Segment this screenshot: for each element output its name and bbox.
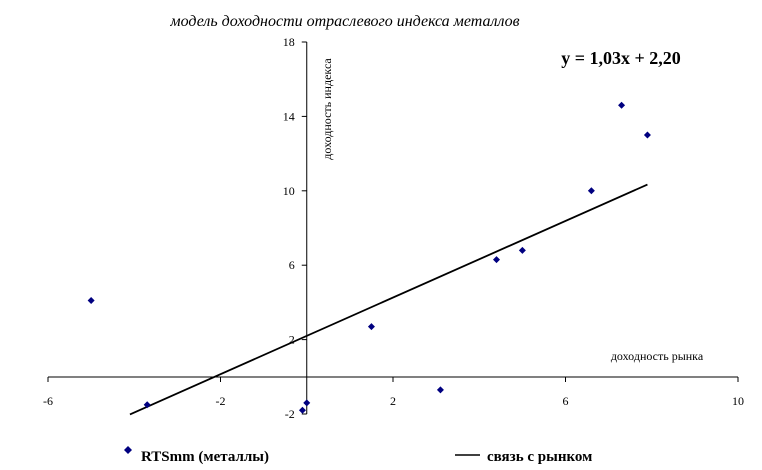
y-tick-label: 14 bbox=[283, 109, 295, 123]
y-tick-label: 2 bbox=[289, 333, 295, 347]
data-point bbox=[87, 297, 95, 305]
legend: RTSmm (металлы) связь с рынком bbox=[124, 446, 592, 465]
x-tick-label: 10 bbox=[732, 394, 744, 408]
legend-label-line: связь с рынком bbox=[487, 449, 592, 465]
x-axis-label: доходность рынка bbox=[611, 349, 704, 363]
data-points-layer bbox=[87, 101, 651, 414]
data-point bbox=[587, 187, 595, 195]
tick-labels: -6 -2 2 6 10 -2 2 6 10 14 18 bbox=[43, 35, 744, 421]
data-point bbox=[643, 131, 651, 139]
x-tick-label: 2 bbox=[390, 394, 396, 408]
data-point bbox=[298, 406, 306, 414]
y-tick-label: 18 bbox=[283, 35, 295, 49]
data-point bbox=[493, 256, 500, 264]
chart-title: модель доходности отраслевого индекса ме… bbox=[169, 13, 519, 30]
data-point bbox=[303, 399, 311, 407]
regression-equation: y = 1,03x + 2,20 bbox=[561, 48, 681, 68]
trend-line bbox=[129, 183, 648, 416]
data-point bbox=[143, 401, 151, 409]
legend-marker-scatter bbox=[124, 446, 132, 454]
x-tick-label: -6 bbox=[43, 394, 53, 408]
y-tick-label: 6 bbox=[289, 258, 295, 272]
data-point bbox=[618, 101, 626, 109]
data-point bbox=[436, 386, 444, 394]
x-tick-label: -2 bbox=[216, 394, 226, 408]
legend-label-scatter: RTSmm (металлы) bbox=[141, 449, 269, 465]
axes bbox=[47, 41, 739, 415]
y-tick-label: -2 bbox=[285, 407, 295, 421]
y-tick-label: 10 bbox=[283, 184, 295, 198]
x-tick-label: 6 bbox=[563, 394, 569, 408]
trend-line-layer bbox=[129, 183, 648, 416]
y-axis-label: доходность индекса bbox=[320, 58, 334, 160]
data-point bbox=[518, 246, 526, 254]
data-point bbox=[367, 323, 375, 331]
